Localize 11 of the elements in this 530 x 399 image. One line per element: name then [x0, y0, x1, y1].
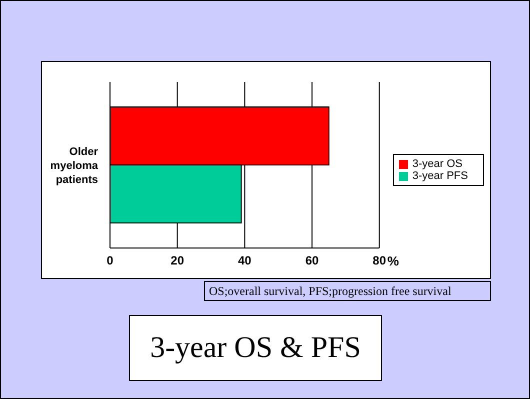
- x-tick-label: 40: [238, 254, 252, 268]
- x-tick-label: 0: [106, 254, 114, 268]
- text: OS;overall survival, PFS;progression free survival: [204, 281, 491, 301]
- x-axis-title: %: [387, 254, 400, 269]
- y-tick-label: Older myeloma patients: [50, 146, 99, 186]
- legend-label: 3-year PFS: [412, 170, 468, 182]
- x-tick-label: 80: [372, 254, 386, 268]
- text: 3-year OS & PFS: [129, 315, 382, 381]
- x-tick-label: 60: [305, 254, 320, 268]
- x-tick-label: 20: [170, 254, 184, 268]
- legend-label: 3-year OS: [412, 158, 462, 170]
